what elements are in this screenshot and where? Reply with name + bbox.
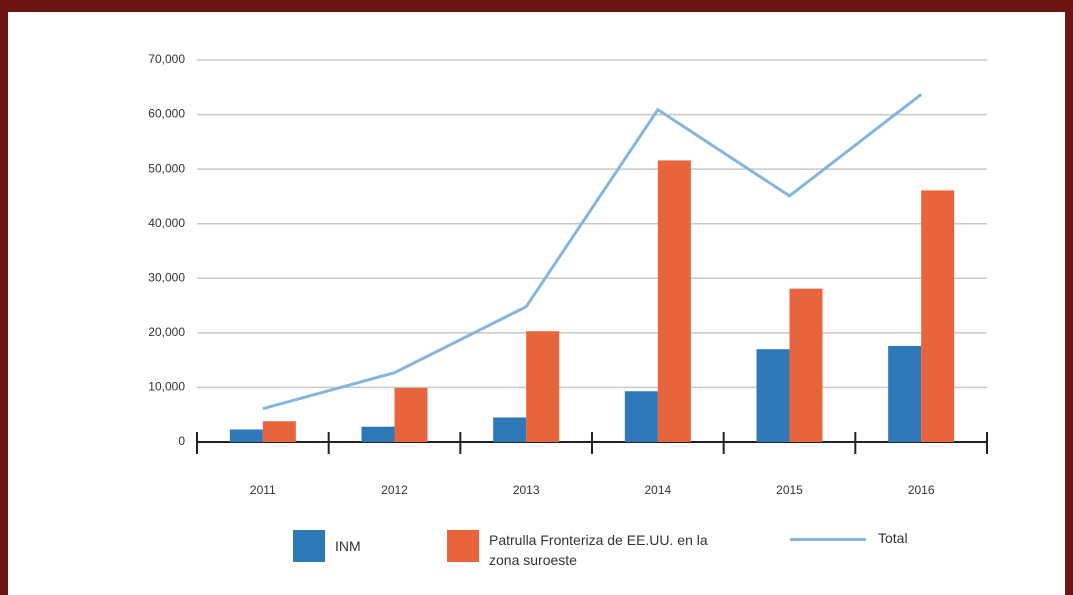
bar bbox=[361, 426, 395, 442]
legend-label: Patrulla Fronteriza de EE.UU. en la zona… bbox=[489, 532, 708, 568]
legend-line bbox=[790, 538, 866, 541]
bar bbox=[921, 190, 955, 442]
bar bbox=[493, 417, 527, 442]
x-tick-label: 2014 bbox=[644, 483, 671, 497]
x-tick-label: 2011 bbox=[250, 483, 276, 497]
bar bbox=[262, 421, 296, 442]
bar bbox=[657, 160, 691, 442]
x-tick-label: 2013 bbox=[513, 483, 540, 497]
y-tick-label: 70,000 bbox=[148, 52, 185, 66]
y-tick-label: 0 bbox=[178, 434, 185, 448]
bar bbox=[888, 345, 922, 442]
legend-swatch bbox=[447, 530, 479, 562]
y-tick-label: 10,000 bbox=[148, 380, 185, 394]
legend-swatch bbox=[293, 530, 325, 562]
y-tick-label: 40,000 bbox=[148, 216, 185, 230]
y-tick-label: 20,000 bbox=[148, 325, 185, 339]
x-tick-label: 2015 bbox=[776, 483, 803, 497]
x-tick-label: 2012 bbox=[381, 483, 408, 497]
legend-label: INM bbox=[335, 538, 361, 554]
bar bbox=[526, 331, 560, 442]
line bbox=[262, 93, 923, 411]
bar bbox=[394, 387, 428, 442]
y-tick-label: 50,000 bbox=[148, 161, 185, 175]
y-tick-label: 60,000 bbox=[148, 107, 185, 121]
legend-item: Patrulla Fronteriza de EE.UU. en la zona… bbox=[447, 530, 719, 570]
bar bbox=[789, 288, 823, 442]
bar bbox=[756, 349, 790, 442]
bar bbox=[229, 429, 263, 442]
x-tick-label: 2016 bbox=[908, 483, 935, 497]
bar bbox=[624, 391, 658, 442]
legend-item: INM bbox=[293, 530, 361, 562]
legend-label: Total bbox=[878, 530, 908, 546]
y-tick-label: 30,000 bbox=[148, 270, 185, 284]
legend-item: Total bbox=[790, 530, 908, 546]
panel bbox=[8, 12, 1065, 595]
